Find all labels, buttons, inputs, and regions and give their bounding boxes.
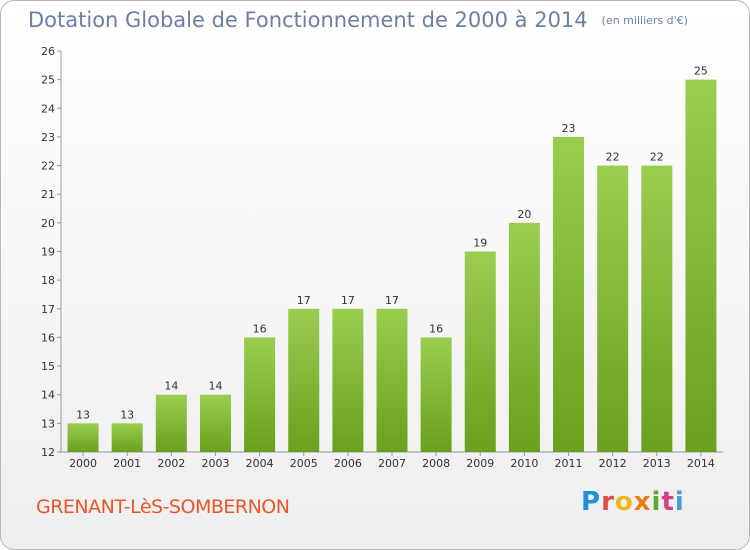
bar-value-label: 16 [429, 322, 443, 335]
bar [376, 308, 408, 452]
chart-title: Dotation Globale de Fonctionnement de 20… [28, 8, 688, 32]
x-tick-label: 2010 [510, 457, 538, 470]
y-tick-label: 24 [41, 102, 55, 115]
x-tick-label: 2008 [422, 457, 450, 470]
bar [288, 308, 320, 452]
logo-letter: o [614, 487, 634, 517]
bar-value-label: 13 [120, 408, 134, 421]
x-tick-label: 2011 [555, 457, 583, 470]
x-tick-label: 2002 [157, 457, 185, 470]
bar-value-label: 20 [517, 208, 531, 221]
y-tick-label: 26 [41, 45, 55, 58]
bar [597, 165, 629, 453]
bar [641, 165, 673, 453]
bar-value-label: 14 [208, 380, 222, 393]
y-tick-label: 25 [41, 74, 55, 87]
y-tick-label: 13 [41, 417, 55, 430]
bar [155, 394, 187, 452]
bar [685, 79, 717, 453]
bar [244, 337, 276, 452]
logo-letter: r [601, 487, 615, 517]
y-tick-label: 17 [41, 303, 55, 316]
bar-value-label: 22 [606, 151, 620, 164]
y-tick-label: 15 [41, 360, 55, 373]
x-tick-label: 2014 [687, 457, 715, 470]
y-tick-label: 12 [41, 446, 55, 459]
commune-name: GRENANT-LèS-SOMBERNON [36, 496, 290, 518]
x-tick-label: 2003 [201, 457, 229, 470]
bar-value-label: 22 [650, 151, 664, 164]
bar-value-label: 17 [297, 294, 311, 307]
logo-letter: i [674, 487, 685, 517]
bar-value-label: 23 [562, 122, 576, 135]
y-tick-label: 21 [41, 188, 55, 201]
bar-value-label: 19 [473, 237, 487, 250]
bar [332, 308, 364, 452]
bar [199, 394, 231, 452]
y-tick-label: 19 [41, 246, 55, 259]
bar [553, 136, 585, 452]
x-tick-label: 2009 [466, 457, 494, 470]
bar-value-label: 17 [385, 294, 399, 307]
bar-value-label: 16 [253, 322, 267, 335]
chart-subtitle: (en milliers d'€) [601, 14, 688, 27]
x-tick-label: 2000 [69, 457, 97, 470]
x-tick-label: 2012 [599, 457, 627, 470]
chart-axes: 12 13 14 15 16 17 18 19 20 21 22 23 24 25 26 [41, 45, 723, 459]
y-tick-label: 16 [41, 331, 55, 344]
proxiti-logo: Proxiti [581, 487, 685, 517]
x-tick-label: 2004 [246, 457, 274, 470]
bar [420, 337, 452, 452]
logo-letter: i [651, 487, 662, 517]
chart-title-text: Dotation Globale de Fonctionnement de 20… [28, 8, 588, 32]
chart-bars [67, 79, 717, 453]
bar-value-label: 25 [694, 65, 708, 78]
bar-value-label: 13 [76, 408, 90, 421]
y-tick-label: 23 [41, 131, 55, 144]
y-tick-label: 22 [41, 160, 55, 173]
bar-value-label: 17 [341, 294, 355, 307]
bar [111, 423, 143, 452]
bar [67, 423, 99, 452]
x-tick-label: 2007 [378, 457, 406, 470]
x-tick-label: 2013 [643, 457, 671, 470]
chart-labels: 13 2000 13 2001 14 2002 14 2003 16 2004 17 2005 17 20… [69, 65, 715, 470]
y-tick-label: 20 [41, 217, 55, 230]
y-tick-label: 14 [41, 389, 55, 402]
x-tick-label: 2006 [334, 457, 362, 470]
logo-letter: x [633, 487, 652, 517]
logo-letter: P [581, 487, 602, 517]
bar [508, 222, 540, 452]
x-tick-label: 2005 [290, 457, 318, 470]
bar-value-label: 14 [164, 380, 178, 393]
bar [464, 251, 496, 452]
x-tick-label: 2001 [113, 457, 141, 470]
logo-letter: t [661, 487, 675, 517]
y-tick-label: 18 [41, 274, 55, 287]
